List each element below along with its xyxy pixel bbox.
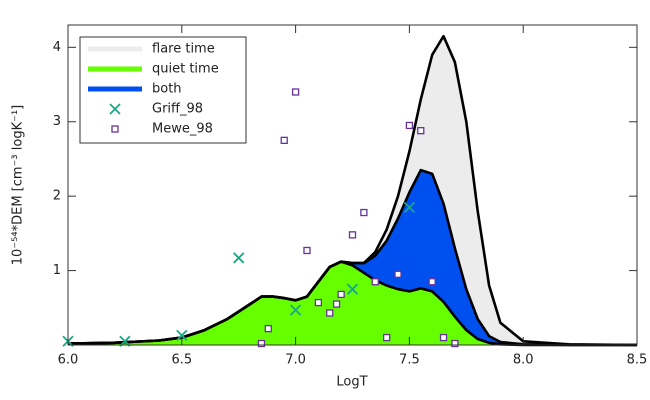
marker-square bbox=[280, 136, 288, 144]
marker-square bbox=[326, 309, 334, 317]
y-tick-label: 4 bbox=[53, 40, 61, 55]
marker-x bbox=[346, 283, 359, 295]
legend-label: flare time bbox=[152, 42, 215, 57]
marker-square bbox=[291, 88, 300, 96]
x-tick-label: 6.5 bbox=[171, 353, 192, 368]
marker-square bbox=[428, 278, 436, 286]
marker-x bbox=[176, 329, 188, 341]
x-tick-label: 7.0 bbox=[285, 353, 306, 368]
legend-label: both bbox=[152, 82, 182, 97]
marker-square bbox=[405, 121, 414, 130]
x-tick-label: 6.0 bbox=[58, 353, 79, 368]
marker-square bbox=[303, 246, 311, 255]
marker-square bbox=[337, 290, 345, 299]
area bbox=[68, 261, 637, 345]
legend-label: quiet time bbox=[152, 62, 219, 77]
marker-square bbox=[371, 278, 379, 286]
plot-frame bbox=[67, 24, 638, 346]
marker-square bbox=[348, 231, 357, 239]
marker-square bbox=[314, 298, 323, 307]
y-tick-label: 2 bbox=[53, 189, 61, 204]
marker-square bbox=[451, 339, 459, 348]
legend-label: Griff_98 bbox=[152, 102, 203, 117]
y-tick-label: 3 bbox=[53, 114, 61, 129]
x-tick-label: 8.0 bbox=[513, 353, 534, 368]
x-axis-label: LogT bbox=[336, 375, 367, 390]
marker-square bbox=[417, 127, 425, 135]
marker-square bbox=[360, 208, 368, 217]
x-tick-label: 8.5 bbox=[627, 353, 648, 368]
legend-label: Mewe_98 bbox=[152, 122, 213, 137]
marker-square bbox=[382, 333, 391, 342]
x-tick-label: 7.5 bbox=[399, 353, 420, 368]
marker-square bbox=[439, 333, 448, 342]
marker-square bbox=[111, 125, 119, 133]
marker-x bbox=[403, 201, 416, 213]
marker-square bbox=[332, 300, 341, 308]
area-outline bbox=[67, 260, 637, 347]
marker-x bbox=[289, 304, 302, 316]
y-axis-label: 10⁻⁵⁴*DEM [cm⁻³ logK⁻¹] bbox=[11, 105, 26, 265]
marker-square bbox=[257, 339, 266, 348]
marker-x bbox=[109, 103, 121, 115]
marker-x bbox=[233, 252, 245, 264]
marker-square bbox=[394, 270, 402, 278]
y-tick-label: 1 bbox=[53, 263, 61, 278]
marker-square bbox=[264, 324, 272, 333]
